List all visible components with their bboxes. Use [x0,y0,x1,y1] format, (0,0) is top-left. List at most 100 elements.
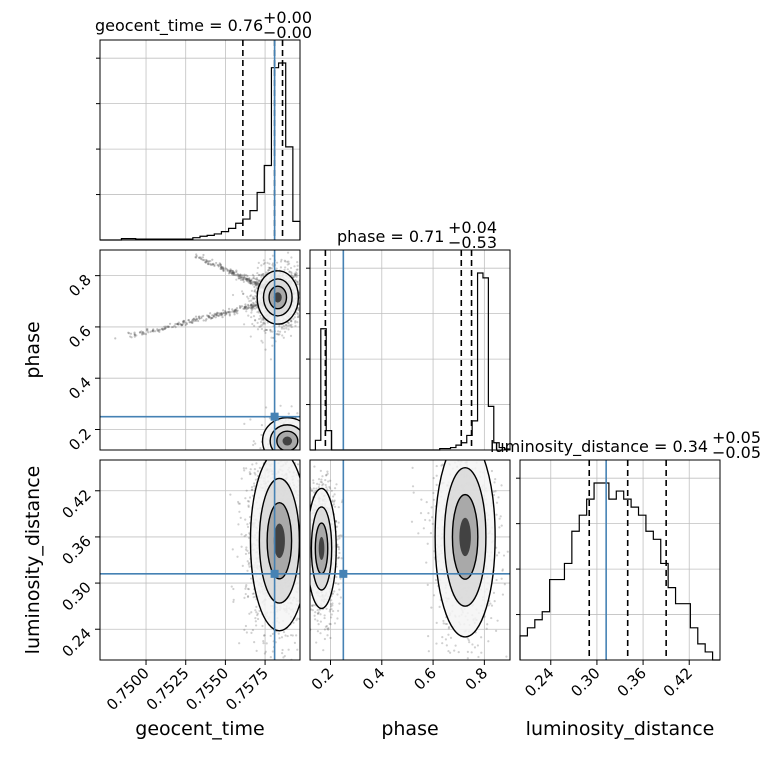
sample-point [302,447,304,449]
sample-point [292,275,295,279]
sample-point [282,454,284,456]
sample-point [244,624,248,628]
sample-point [292,396,294,398]
sample-point [253,640,256,644]
sample-point [294,456,296,458]
sample-point [457,669,459,671]
sample-point [301,512,303,514]
sample-point [333,499,336,502]
sample-point [306,422,308,424]
sample-point [269,257,272,261]
sample-point [229,493,232,496]
sample-point [307,550,309,552]
sample-point [173,324,176,327]
sample-point [240,477,243,480]
sample-point [260,424,264,427]
sample-point [247,304,250,307]
sample-point [435,621,438,624]
sample-point [197,315,200,319]
sample-point [260,264,263,267]
sample-point [211,314,214,317]
sample-point [286,324,290,327]
sample-point [287,321,290,325]
sample-point [304,576,306,578]
sample-point [183,321,186,324]
sample-point [332,500,336,503]
sample-point [255,306,258,309]
sample-point [447,625,451,629]
sample-point [255,278,258,281]
sample-point [162,328,165,331]
sample-point [300,290,302,292]
sample-point [327,444,329,446]
sample-point [302,311,304,313]
sample-point [251,297,254,300]
sample-point [338,551,341,555]
sample-point [305,493,307,495]
sample-point [245,442,247,444]
sample-point [324,478,327,482]
sample-point [133,335,136,338]
sample-point [129,332,133,335]
sample-point [133,332,136,335]
sample-point [281,397,283,399]
contour-line [266,501,293,580]
sample-point [220,267,223,271]
sample-point [305,562,307,564]
sample-point [296,315,299,319]
sample-point [331,602,334,605]
sample-point [231,269,234,273]
sample-point [302,476,304,478]
sample-point [251,452,253,454]
sample-point [213,313,216,317]
sample-point [283,454,285,456]
sample-point [465,444,467,446]
sample-point [284,323,288,327]
sample-point [245,631,248,634]
sample-point [337,556,341,559]
sample-point [480,651,483,654]
sample-point [336,538,339,541]
sample-point [239,276,242,279]
sample-point [296,617,299,620]
sample-point [251,283,254,286]
sample-point [306,524,308,526]
sample-point [174,326,177,329]
sample-point [236,273,240,276]
sample-point [301,456,303,458]
sample-point [445,622,449,626]
sample-point [301,440,303,442]
sample-point [243,307,246,310]
sample-point [254,281,257,285]
sample-point [238,510,241,513]
sample-point [282,656,285,659]
sample-point [249,279,252,283]
sample-point [254,304,258,307]
sample-point [219,314,223,317]
sample-point [300,535,302,537]
sample-point [428,445,430,447]
sample-point [220,266,223,269]
sample-point [254,431,256,433]
sample-point [152,330,155,333]
sample-point [305,563,307,565]
sample-point [317,469,319,471]
sample-point [281,334,284,337]
sample-point [447,650,450,653]
sample-point [277,451,279,453]
sample-point [249,294,253,297]
sample-point [194,318,197,321]
sample-point [305,510,307,512]
sample-point [255,611,258,614]
sample-point [202,319,205,322]
sample-point [301,439,303,441]
sample-point [224,310,227,314]
sample-point [230,272,234,275]
sample-point [250,305,254,308]
sample-point [253,471,256,474]
sample-point [250,278,253,281]
sample-point [259,316,262,320]
sample-point [337,583,340,586]
density-level [273,523,285,559]
sample-point [323,616,326,620]
